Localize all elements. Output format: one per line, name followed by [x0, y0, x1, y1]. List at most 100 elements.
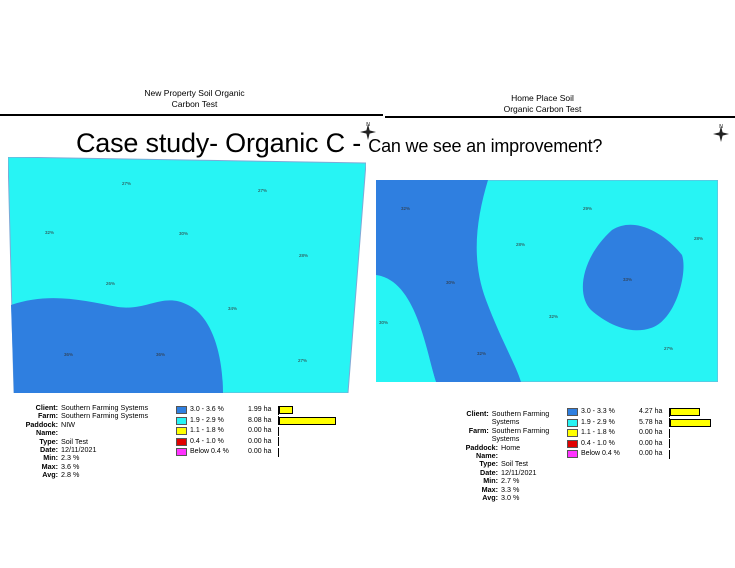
paddock-label: Paddock:	[465, 442, 498, 452]
map-value-label: 30%	[446, 280, 455, 285]
legend-range: 1.9 - 2.9 %	[190, 416, 224, 424]
avg-label: Avg:	[482, 493, 498, 503]
min-label: Min:	[43, 453, 58, 463]
legend-swatch	[567, 418, 578, 427]
right-map-zone-low-corner	[376, 275, 436, 382]
legend-row: 1.1 - 1.8 % 0.00 ha	[567, 428, 735, 439]
client-value: Southern Farming Systems	[491, 409, 550, 427]
left-map-title: New Property Soil Organic Carbon Test	[112, 88, 277, 110]
right-soil-map: 32% 29% 28% 28% 30% 33% 30% 32% 32% 27%	[376, 180, 718, 382]
legend-swatch	[176, 437, 187, 446]
legend-row: 1.1 - 1.8 % 0.00 ha	[176, 426, 349, 437]
map-value-label: 32%	[477, 351, 486, 356]
right-map-legend: 3.0 - 3.3 % 4.27 ha 1.9 - 2.9 % 5.78 ha 1.…	[567, 407, 735, 460]
legend-range: 1.9 - 2.9 %	[581, 418, 615, 426]
right-map-info: Client: Southern Farming Systems Farm: Sou…	[440, 409, 565, 503]
legend-area: 1.99 ha	[248, 406, 272, 413]
avg-label: Avg:	[42, 470, 58, 480]
min-label: Min:	[483, 476, 498, 486]
map-value-label: 26%	[106, 281, 115, 286]
legend-row: 3.0 - 3.6 % 1.99 ha	[176, 405, 349, 416]
map-value-label: 28%	[516, 242, 525, 247]
legend-area-bar	[670, 418, 711, 427]
max-value: 3.6 %	[61, 461, 80, 471]
legend-area: 0.00 ha	[639, 429, 663, 436]
slide-headline: Case study- Organic C - Can we see an im…	[76, 128, 602, 159]
farm-label: Farm:	[468, 425, 489, 435]
legend-range: 1.1 - 1.8 %	[581, 429, 615, 436]
legend-swatch	[567, 429, 578, 438]
date-value: 12/11/2021	[61, 445, 97, 455]
legend-area-bar	[279, 406, 294, 415]
right-map-title-line2: Organic Carbon Test	[503, 104, 582, 114]
left-divider	[0, 114, 383, 116]
legend-range: Below 0.4 %	[190, 448, 229, 455]
map-value-label: 36%	[64, 352, 73, 357]
client-label: Client:	[35, 403, 58, 412]
legend-area: 0.00 ha	[639, 450, 663, 457]
headline-main: Case study- Organic C -	[76, 128, 369, 158]
avg-value: 3.0 %	[501, 493, 520, 503]
left-map-title-line2: Carbon Test	[171, 99, 218, 109]
name-label: Name:	[36, 428, 58, 438]
legend-area-bar	[670, 408, 701, 417]
legend-row: 0.4 - 1.0 % 0.00 ha	[567, 439, 735, 450]
legend-row: 0.4 - 1.0 % 0.00 ha	[176, 437, 349, 448]
legend-swatch	[176, 406, 187, 415]
max-label: Max:	[41, 461, 58, 471]
right-map-zone-high-island	[582, 224, 684, 331]
name-label: Name:	[476, 451, 498, 461]
client-label: Client:	[466, 409, 489, 418]
legend-row: Below 0.4 % 0.00 ha	[176, 447, 349, 458]
farm-value: Southern Farming Systems	[61, 411, 149, 421]
map-value-label: 27%	[258, 188, 267, 193]
date-label: Date:	[40, 445, 58, 455]
legend-range: 3.0 - 3.6 %	[190, 406, 224, 413]
max-label: Max:	[481, 484, 498, 494]
legend-area: 5.78 ha	[639, 418, 663, 426]
left-map-zone-high	[11, 298, 223, 393]
legend-row: 1.9 - 2.9 % 8.08 ha	[176, 416, 349, 427]
right-map-zone-high	[376, 180, 521, 382]
right-divider	[385, 116, 735, 118]
map-value-label: 32%	[549, 314, 558, 319]
avg-value: 2.8 %	[61, 470, 80, 480]
legend-range: 1.1 - 1.8 %	[190, 427, 224, 434]
type-value: Soil Test	[501, 459, 529, 469]
map-value-label: 27%	[298, 358, 307, 363]
legend-area: 0.00 ha	[248, 427, 272, 434]
right-map-title-line1: Home Place Soil	[511, 93, 574, 103]
legend-swatch	[567, 439, 578, 448]
type-label: Type:	[479, 459, 498, 469]
legend-swatch	[567, 408, 578, 417]
client-value: Southern Farming Systems	[61, 403, 149, 412]
map-value-label: 29%	[583, 206, 592, 211]
legend-range: Below 0.4 %	[581, 450, 620, 457]
legend-range: 3.0 - 3.3 %	[581, 408, 615, 415]
legend-row: 3.0 - 3.3 % 4.27 ha	[567, 407, 735, 418]
map-value-label: 28%	[299, 253, 308, 258]
farm-label: Farm:	[38, 411, 58, 421]
legend-swatch	[176, 416, 187, 425]
legend-row: 1.9 - 2.9 % 5.78 ha	[567, 418, 735, 429]
map-value-label: 30%	[179, 231, 188, 236]
legend-swatch	[176, 427, 187, 436]
legend-swatch	[567, 450, 578, 459]
left-map-title-line1: New Property Soil Organic	[144, 88, 245, 98]
date-label: Date:	[480, 467, 498, 477]
map-value-label: 30%	[379, 320, 388, 325]
map-value-label: 36%	[156, 352, 165, 357]
map-value-label: 32%	[45, 230, 54, 235]
date-value: 12/11/2021	[501, 467, 537, 477]
legend-area: 4.27 ha	[639, 408, 663, 415]
legend-range: 0.4 - 1.0 %	[581, 439, 615, 447]
type-value: Soil Test	[61, 436, 89, 446]
min-value: 2.3 %	[61, 453, 80, 463]
north-arrow-icon: N	[713, 124, 729, 142]
max-value: 3.3 %	[501, 484, 520, 494]
legend-swatch	[176, 448, 187, 457]
left-soil-map: 27% 27% 32% 30% 28% 26% 34% 36% 36% 27%	[8, 157, 366, 393]
headline-sub: Can we see an improvement?	[368, 136, 603, 156]
map-value-label: 27%	[664, 346, 673, 351]
map-value-label: 32%	[401, 206, 410, 211]
